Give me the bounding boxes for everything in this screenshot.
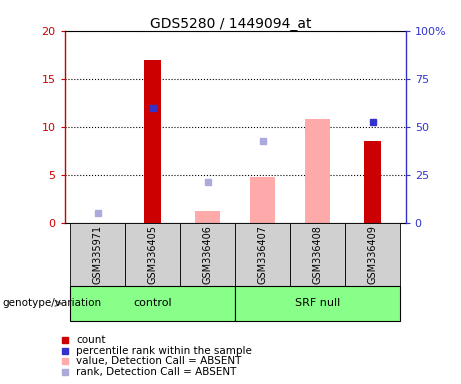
Text: count: count <box>76 335 106 345</box>
Bar <box>305 119 330 223</box>
Text: value, Detection Call = ABSENT: value, Detection Call = ABSENT <box>76 356 242 366</box>
Bar <box>70 223 125 286</box>
Bar <box>290 223 345 286</box>
Text: genotype/variation: genotype/variation <box>2 298 101 308</box>
Text: GDS5280 / 1449094_at: GDS5280 / 1449094_at <box>150 17 311 31</box>
Text: rank, Detection Call = ABSENT: rank, Detection Call = ABSENT <box>76 367 236 377</box>
Text: control: control <box>133 298 172 308</box>
Bar <box>235 286 400 321</box>
Bar <box>235 223 290 286</box>
Bar <box>144 60 161 223</box>
Text: GSM336407: GSM336407 <box>258 225 268 284</box>
Text: GSM336408: GSM336408 <box>313 225 323 284</box>
Bar <box>250 177 275 223</box>
Bar <box>70 286 235 321</box>
Bar <box>364 141 381 223</box>
Text: GSM336409: GSM336409 <box>368 225 378 284</box>
Bar <box>125 223 180 286</box>
Bar <box>345 223 400 286</box>
Bar <box>195 211 220 223</box>
Text: GSM336405: GSM336405 <box>148 225 158 284</box>
Text: percentile rank within the sample: percentile rank within the sample <box>76 346 252 356</box>
Text: SRF null: SRF null <box>295 298 340 308</box>
Text: GSM336406: GSM336406 <box>202 225 213 284</box>
Bar <box>180 223 235 286</box>
Text: GSM335971: GSM335971 <box>93 225 102 284</box>
